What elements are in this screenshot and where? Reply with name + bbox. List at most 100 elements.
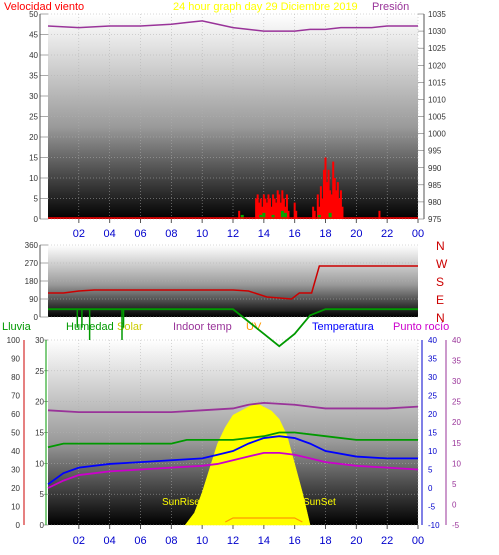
compass-letter: N [436,239,445,253]
rain-tick-label: 70 [11,392,20,401]
pressure-tick-label: 975 [428,215,442,224]
wind-speed-bar [259,198,262,219]
direction-tick-label: 90 [29,295,38,304]
pressure-axis: 975 980 985 990 995 1000 1005 1010 1015 1020 1025 1… [418,10,446,224]
wind-speed-bar [322,169,325,219]
sunset-label: SunSet [303,497,336,508]
wind-speed-bar [313,210,316,219]
wind-tick-label: 10 [29,174,38,183]
wind-speed-bar [258,202,261,219]
compass-letter: W [436,257,448,271]
wind-pressure-grid [48,13,419,220]
temperature-tick-label: 35 [428,355,437,364]
wind-speed-bar [293,202,296,219]
time-tick-label: 10 [196,228,208,240]
humidity-tick-label: 10 [35,459,44,468]
time-tick-label: 18 [319,228,331,240]
time-tick-label: 16 [289,228,301,240]
rain-tick-label: 80 [11,373,20,382]
time-tick-label: 16 [289,535,301,547]
humidity-tick-label: 30 [35,336,44,345]
time-tick-label: 10 [196,535,208,547]
time-tick-label: 06 [134,535,146,547]
wind-gust-bar [283,212,287,219]
time-tick-label: 20 [350,228,362,240]
wind-tick-label: 35 [29,72,38,81]
uv-line [225,517,303,523]
time-tick-label: 08 [165,535,177,547]
pressure-line [47,20,418,32]
wind-speed-bar [256,194,259,219]
wind-speed-bar [333,178,336,219]
pressure-tick-label: 1025 [428,44,446,53]
wind-speed-bar [261,206,264,219]
indoor-tick-label: 30 [452,377,461,386]
time-tick-label: 12 [227,228,239,240]
wind-speed-bar [282,198,285,219]
indoor-tick-label: 35 [452,357,461,366]
temperature-tick-label: 10 [428,447,437,456]
wind-speed-bar [255,198,258,219]
wind-speed-bar [332,161,335,219]
humidity-tick-label: 15 [35,429,44,438]
wind-speed-bar [265,202,268,219]
indoor-tick-label: -5 [452,521,460,530]
chart-title: 24 hour graph day 29 Diciembre 2019 [173,1,358,13]
time-tick-label: 04 [104,535,116,547]
wind-speed-bar [319,186,322,219]
temperature-tick-label: 30 [428,373,437,382]
rain-tick-label: 30 [11,466,20,475]
direction-tick-label: 270 [25,259,39,268]
wind-speed-bar [269,198,271,219]
compass-letter: E [436,293,444,307]
wind-direction-marks [48,265,418,300]
pressure-tick-label: 1035 [428,10,446,19]
direction-tick-label: 0 [34,313,39,322]
humidity-tick-label: 20 [35,398,44,407]
time-tick-label: 06 [134,228,146,240]
temperature-axes: 0102030405060708090100051015202530-10-50… [7,336,462,530]
time-tick-label: 02 [73,228,85,240]
time-tick-label: 14 [258,228,270,240]
humidity-tick-label: 0 [40,521,45,530]
time-tick-label: 12 [227,535,239,547]
legend-punto-rocio: Punto rocío [393,321,449,333]
pressure-tick-label: 1010 [428,95,446,104]
wind-speed-bar [336,182,339,219]
time-tick-label: 14 [258,535,270,547]
time-tick-label: 04 [104,228,116,240]
pressure-tick-label: 980 [428,198,442,207]
wind-direction-axis: 0 90 180 270 360 [25,241,48,322]
pressure-tick-label: 1015 [428,78,446,87]
wind-speed-bar [378,210,381,219]
time-tick-label: 00 [412,535,424,547]
wind-gust-bar [240,214,244,219]
time-tick-label: 22 [381,228,393,240]
wind-speed-bar [327,169,330,219]
wind-gust-bar [259,214,263,219]
direction-tick-label: 180 [25,277,39,286]
time-tick-label: 08 [165,228,177,240]
humidity-tick-label: 5 [40,490,45,499]
wind-speed-bar [270,206,273,219]
temperature-tick-label: -5 [428,503,436,512]
wind-speed-bar [279,202,282,219]
legend-lluvia: Lluvia [2,321,32,333]
temperature-tick-label: 40 [428,336,437,345]
wind-speed-bar [267,194,270,219]
indoor-tick-label: 20 [452,418,461,427]
humidity-line [48,308,418,348]
wind-speed-bar [275,202,278,219]
wind-speed-bar [285,194,288,219]
time-tick-label: 00 [412,228,424,240]
wind-tick-label: 5 [34,195,39,204]
wind-speed-bar [287,210,290,219]
wind-speed-bar [326,182,329,219]
wind-speed-bar [318,206,321,219]
time-tick-label: 20 [350,535,362,547]
time-tick-label: 02 [73,535,85,547]
wind-speed-label: Velocidad viento [4,1,84,13]
compass-letter: S [436,275,444,289]
wind-speed-bar [264,198,267,219]
